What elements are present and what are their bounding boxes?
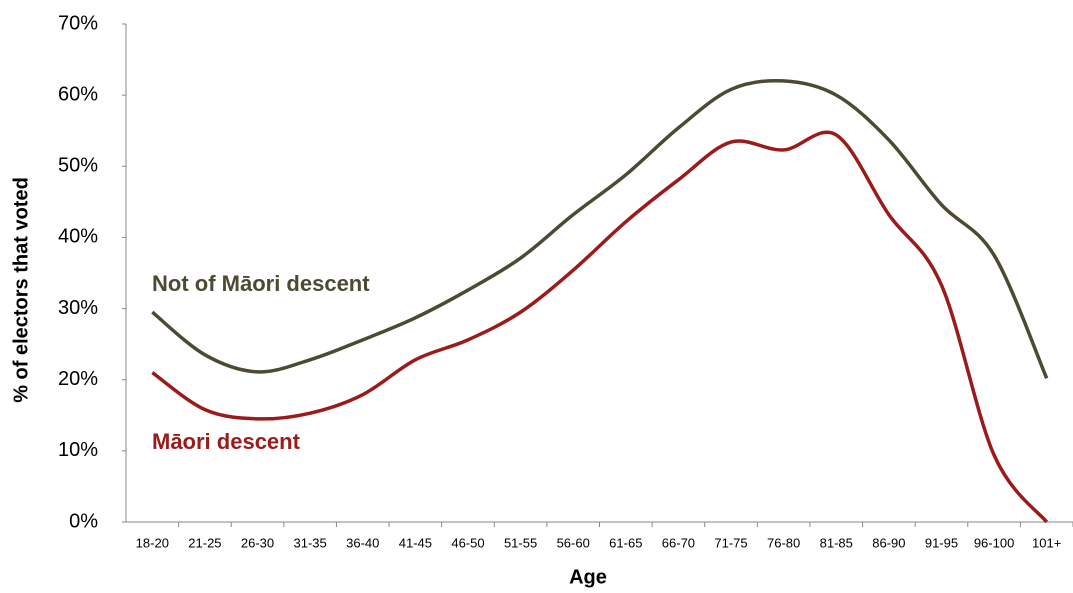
y-tick-label: 40% (58, 226, 98, 248)
y-tick-label: 30% (58, 297, 98, 319)
x-tick-label: 91-95 (925, 535, 958, 550)
y-tick-label: 20% (58, 368, 98, 390)
x-tick-label: 61-65 (609, 535, 642, 550)
x-tick-label: 36-40 (346, 535, 379, 550)
x-tick-label: 81-85 (820, 535, 853, 550)
y-tick-label: 60% (58, 83, 98, 105)
line-series (151, 130, 1049, 524)
y-tick-label: 10% (58, 439, 98, 461)
x-tick-label: 56-60 (557, 535, 590, 550)
y-tick-label: 0% (69, 510, 98, 532)
x-tick-label: 46-50 (451, 535, 484, 550)
x-tick-label: 21-25 (188, 535, 221, 550)
x-tick-label: 71-75 (714, 535, 747, 550)
x-tick-label: 31-35 (294, 535, 327, 550)
x-tick-label: 18-20 (136, 535, 169, 550)
line-series (151, 78, 1049, 379)
series-label: Māori descent (152, 429, 301, 454)
y-tick-label: 50% (58, 155, 98, 177)
x-tick-label: 41-45 (399, 535, 432, 550)
x-tick-label: 96-100 (974, 535, 1014, 550)
x-axis-label: Age (569, 566, 607, 588)
x-tick-label: 86-90 (872, 535, 905, 550)
series-label: Not of Māori descent (152, 271, 370, 296)
y-axis-label: % of electors that voted (10, 177, 32, 403)
x-tick-label: 26-30 (241, 535, 274, 550)
y-tick-label: 70% (58, 12, 98, 34)
x-tick-label: 66-70 (662, 535, 695, 550)
x-tick-label: 76-80 (767, 535, 800, 550)
x-tick-label: 51-55 (504, 535, 537, 550)
x-tick-label: 101+ (1032, 535, 1061, 550)
